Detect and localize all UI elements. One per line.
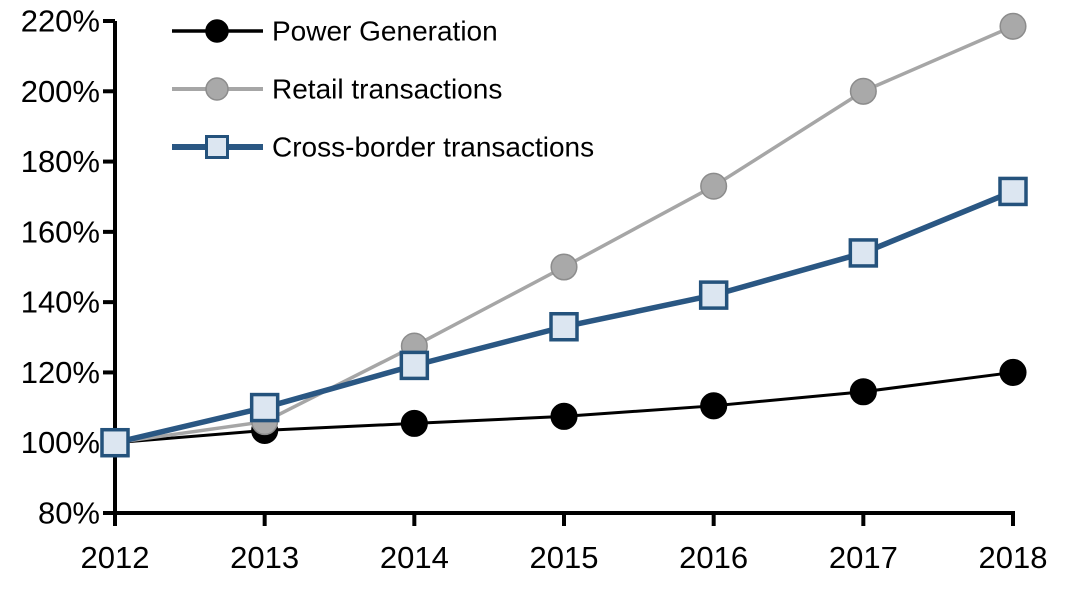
legend-label-retail-transactions: Retail transactions xyxy=(272,74,502,105)
marker-power-generation xyxy=(400,409,428,437)
x-tick-label: 2018 xyxy=(979,540,1048,575)
marker-cross-border-transactions xyxy=(399,350,430,381)
marker-power-generation xyxy=(700,392,728,420)
marker-retail-transactions xyxy=(849,77,877,105)
marker-power-generation xyxy=(550,402,578,430)
marker-cross-border-transactions xyxy=(698,280,729,310)
marker-cross-border-transactions xyxy=(549,311,579,342)
x-tick-label: 2017 xyxy=(829,540,898,575)
marker-retail-transactions xyxy=(700,172,728,200)
legend-marker-cross-border-transactions xyxy=(205,135,229,159)
marker-cross-border-transactions xyxy=(998,176,1028,207)
marker-cross-border-transactions xyxy=(249,392,280,423)
y-tick-label: 100% xyxy=(21,425,100,460)
x-tick-label: 2015 xyxy=(530,540,599,575)
marker-cross-border-transactions xyxy=(100,427,130,458)
marker-power-generation xyxy=(849,378,877,406)
legend-label-cross-border-transactions: Cross-border transactions xyxy=(272,132,594,163)
legend-marker-power-generation xyxy=(205,19,229,43)
x-tick-label: 2013 xyxy=(230,540,299,575)
y-tick-label: 140% xyxy=(21,285,100,320)
y-tick-label: 80% xyxy=(38,496,100,531)
marker-retail-transactions xyxy=(999,12,1027,40)
x-tick-label: 2016 xyxy=(679,540,748,575)
y-tick-label: 120% xyxy=(21,355,100,390)
marker-power-generation xyxy=(999,358,1027,386)
y-tick-label: 160% xyxy=(21,214,100,249)
x-tick-label: 2012 xyxy=(81,540,150,575)
marker-retail-transactions xyxy=(550,253,578,281)
y-tick-label: 200% xyxy=(21,74,100,109)
y-tick-label: 220% xyxy=(21,4,100,39)
legend-marker-retail-transactions xyxy=(205,77,229,101)
x-tick-label: 2014 xyxy=(380,540,449,575)
legend-label-power-generation: Power Generation xyxy=(272,16,498,47)
marker-cross-border-transactions xyxy=(848,238,879,268)
y-tick-label: 180% xyxy=(21,144,100,179)
